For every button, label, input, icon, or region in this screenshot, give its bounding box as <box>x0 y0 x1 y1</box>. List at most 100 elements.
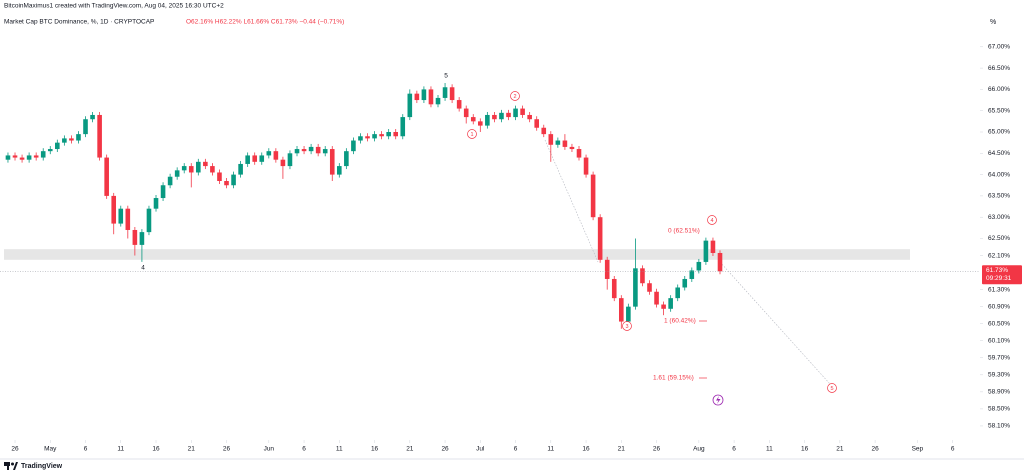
candle-body <box>224 180 229 186</box>
candle-body <box>492 114 497 120</box>
candle-body <box>188 166 194 173</box>
projection-line <box>719 261 831 385</box>
candle-body <box>111 195 117 224</box>
candle-body <box>19 157 25 160</box>
countdown: 09:29:31 <box>986 275 1012 282</box>
candle-body <box>527 114 532 120</box>
x-tick-label: 11 <box>336 446 343 453</box>
candle-body <box>167 176 173 186</box>
candle-body <box>414 93 420 101</box>
y-tick-label: 58.10% <box>988 423 1010 430</box>
wave-circle-label: 5 <box>830 386 833 392</box>
x-tick-label: May <box>44 446 57 453</box>
candle-body <box>485 114 490 126</box>
candle-body <box>139 232 145 245</box>
x-tick-label: 16 <box>371 446 379 453</box>
credit: BitcoinMaximus1 created with TradingView… <box>4 3 224 10</box>
support-zone <box>4 249 910 260</box>
candle-body <box>280 159 286 167</box>
price-label-box <box>982 265 1022 285</box>
candle-body <box>55 142 60 150</box>
x-tick-label: 6 <box>732 446 736 453</box>
fib-label: 0 (62.51%) <box>668 228 700 235</box>
candle-body <box>470 117 476 122</box>
candle-body <box>626 306 631 322</box>
candle-body <box>337 166 342 175</box>
event-circle <box>712 394 724 406</box>
candle-body <box>62 138 67 143</box>
x-tick-label: 21 <box>618 446 626 453</box>
y-tick-label: 63.00% <box>988 214 1010 221</box>
y-tick-label: 63.50% <box>988 193 1010 200</box>
candle-body <box>428 89 434 105</box>
wave-circle <box>827 383 837 393</box>
candle-body <box>294 149 300 154</box>
projection-line <box>544 139 599 263</box>
x-tick-label: 6 <box>302 446 306 453</box>
candle-body <box>322 149 328 154</box>
candle-body <box>26 155 32 160</box>
wave-circle <box>622 321 632 331</box>
candle-body <box>365 136 370 139</box>
candle-body <box>97 114 102 158</box>
candle-body <box>668 298 673 309</box>
candle-body <box>604 259 610 279</box>
event-icon <box>712 394 724 406</box>
candle-body <box>682 278 688 288</box>
candle-body <box>675 287 681 299</box>
x-tick-label: 26 <box>223 446 231 453</box>
x-tick-label: Jul <box>476 446 485 453</box>
wave-label: 4 <box>141 265 145 272</box>
candle-body <box>590 174 596 218</box>
candle-body <box>463 108 469 118</box>
x-tick-label: Sep <box>912 446 924 453</box>
candle-body <box>661 304 666 309</box>
x-tick-label: Jun <box>264 446 275 453</box>
y-tick-label: 62.50% <box>988 235 1010 242</box>
candle-body <box>506 112 511 118</box>
candle-body <box>252 155 258 162</box>
candle-body <box>217 172 222 181</box>
y-tick-label: 66.50% <box>988 65 1010 72</box>
candle-body <box>358 136 363 141</box>
y-tick-label: 60.10% <box>988 337 1010 344</box>
candle-body <box>407 93 413 118</box>
candle-body <box>231 174 236 186</box>
y-tick-label: 64.50% <box>988 150 1010 157</box>
y-tick-label: 62.10% <box>988 252 1010 259</box>
x-tick-label: 16 <box>801 446 809 453</box>
candle-body <box>266 151 272 156</box>
candle-body <box>541 127 547 135</box>
candle-body <box>329 149 335 175</box>
y-tick-label: 58.90% <box>988 389 1010 396</box>
candle-body <box>400 117 406 137</box>
candle-body <box>555 140 561 145</box>
chart-title: Market Cap BTC Dominance, %, 1D · CRYPTO… <box>4 19 154 26</box>
wave-circle-label: 1 <box>470 132 473 138</box>
candle-body <box>442 87 448 98</box>
candle-body <box>83 119 88 135</box>
wave-label: 5 <box>444 73 448 80</box>
x-tick-label: 26 <box>871 446 879 453</box>
candle-body <box>478 121 483 126</box>
candle-body <box>717 252 723 272</box>
candle-body <box>640 268 645 284</box>
candle-body <box>196 161 201 173</box>
candle-body <box>499 112 504 120</box>
x-tick-label: 26 <box>11 446 19 453</box>
candle-body <box>379 134 384 137</box>
x-tick-label: 11 <box>117 446 124 453</box>
candle-body <box>308 146 314 152</box>
x-tick-label: 11 <box>766 446 773 453</box>
candle-body <box>393 132 399 137</box>
event-bolt <box>716 396 721 404</box>
x-tick-label: 21 <box>836 446 844 453</box>
candle-body <box>245 155 250 164</box>
candle-body <box>153 198 159 209</box>
x-tick-label: 16 <box>582 446 590 453</box>
candle-body <box>351 140 356 152</box>
candle-body <box>689 270 695 279</box>
candle-body <box>633 268 638 307</box>
candle-body <box>76 134 81 141</box>
